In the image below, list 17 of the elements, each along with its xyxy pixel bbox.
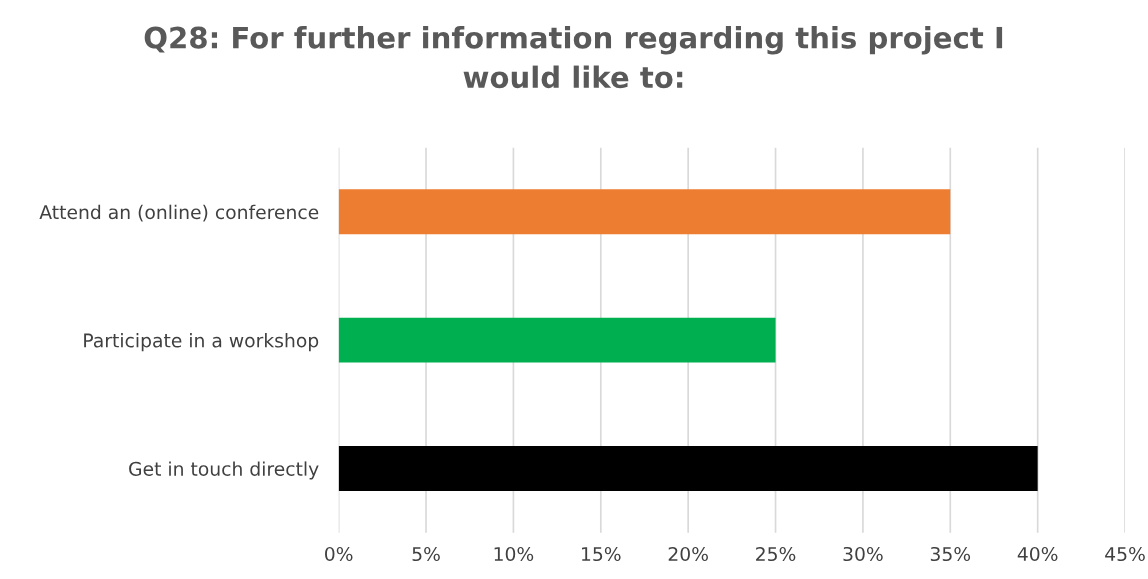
x-tick-label: 35% [930,546,971,562]
x-tick-label: 40% [1017,546,1058,562]
x-tick-label: 30% [843,546,883,562]
y-tick-label: Participate in a workshop [84,333,319,352]
x-tick-label: 45% [1105,546,1145,562]
bar [338,317,776,363]
y-tick-label: Get in touch directly [129,461,319,480]
x-tick-label: 15% [582,546,621,562]
x-tick-label: 5% [412,546,440,562]
bar [338,189,951,235]
chart-title: Q28: For further information regarding this project I would like to: [144,26,1003,89]
y-tick-label: Attend an (online) conference [39,204,319,222]
x-tick-label: 20% [668,546,708,562]
bar [338,446,1038,491]
x-tick-label: 25% [756,546,796,562]
x-tick-label: 10% [494,546,534,562]
x-tick-label: 0% [325,546,353,562]
